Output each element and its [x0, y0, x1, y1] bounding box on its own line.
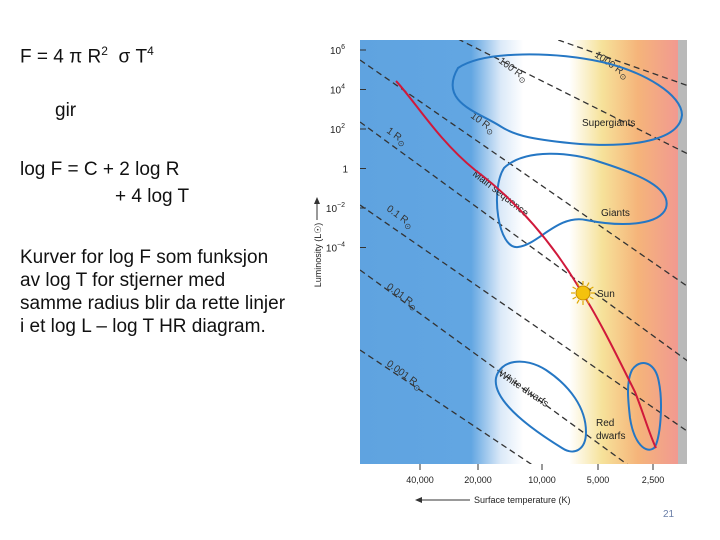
- y-tick-label: 10−4: [326, 242, 345, 255]
- x-axis-label: Surface temperature (K): [474, 495, 571, 505]
- radius-line: [556, 40, 687, 87]
- x-tick-label: 20,000: [464, 475, 492, 485]
- red-dwarfs-label-line2: dwarfs: [596, 431, 625, 442]
- flux-formula: F = 4 π R2 σ T4: [20, 44, 154, 68]
- x-tick-label: 2,500: [642, 475, 665, 485]
- y-tick-label: 106: [330, 44, 345, 57]
- white-dwarfs-outline: [494, 360, 588, 453]
- sun-ray: [572, 296, 577, 300]
- y-tick-label: 10−2: [326, 202, 345, 215]
- x-tick-label: 10,000: [528, 475, 556, 485]
- sun-ray: [586, 299, 590, 304]
- sun-ray: [586, 282, 590, 287]
- y-tick-label: 104: [330, 84, 345, 97]
- sun-ray: [589, 296, 594, 300]
- radius-line: [360, 121, 687, 362]
- sun-ray: [576, 282, 580, 287]
- x-tick-label: 5,000: [587, 475, 610, 485]
- page-number: 21: [663, 509, 675, 520]
- x-tick-label: 40,000: [406, 475, 434, 485]
- x-axis-arrowhead: [415, 497, 422, 503]
- giants-outline: [495, 152, 668, 249]
- explanation-text: Kurver for log F som funksjon av log T f…: [20, 247, 286, 337]
- y-axis-arrowhead: [314, 197, 320, 204]
- y-axis-label: Luminosity (L☉): [313, 223, 323, 288]
- sun-label: Sun: [597, 289, 615, 300]
- plot-edge-strip: [678, 40, 687, 464]
- red-dwarfs-label-line1: Red: [596, 418, 614, 429]
- supergiants-label: Supergiants: [582, 118, 635, 129]
- giants-label: Giants: [601, 208, 630, 219]
- red-dwarfs-outline: [627, 362, 662, 451]
- sun-ray: [572, 286, 577, 290]
- sun-ray: [589, 286, 594, 290]
- radius-line: [360, 269, 628, 464]
- supergiants-outline: [451, 53, 684, 146]
- log-equation-line2: + 4 log T: [115, 186, 190, 207]
- y-tick-label: 1: [342, 165, 348, 176]
- y-tick-label: 102: [330, 123, 345, 136]
- sun-icon: [571, 281, 595, 305]
- radius-line: [360, 349, 533, 464]
- radius-line: [360, 204, 687, 432]
- sun-ray: [576, 299, 580, 304]
- sun-disc: [575, 285, 591, 301]
- radius-line: [360, 59, 687, 287]
- gir-text: gir: [55, 100, 77, 121]
- main-sequence-curve: [395, 80, 657, 449]
- hr-diagram: 1000 R⊙100 R⊙10 R⊙1 R⊙0.1 R⊙0.01 R⊙0.001…: [313, 40, 687, 505]
- log-equation-line1: log F = C + 2 log R: [20, 159, 180, 180]
